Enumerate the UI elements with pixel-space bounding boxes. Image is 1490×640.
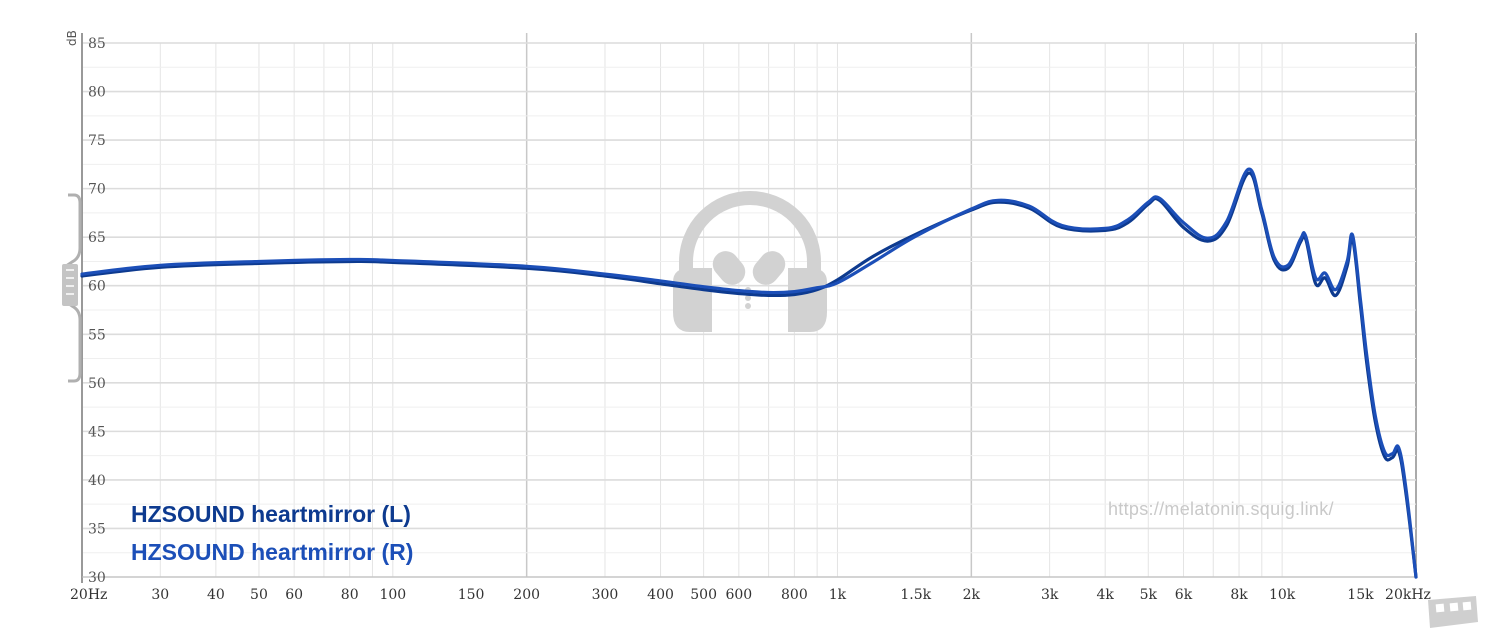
logo-dot [745,295,751,301]
x-tick-label: 2k [963,587,981,603]
y-tick-label: 50 [88,376,106,392]
badge-mark [1449,602,1459,612]
badge-mark [1462,601,1472,611]
logo-band [679,191,821,300]
y-tick-label: 55 [88,327,106,343]
y-tick-label: 45 [88,424,106,440]
y-unit-label: dB [65,30,79,46]
x-tick-label: 400 [647,587,674,603]
y-tick-label: 70 [88,182,106,198]
y-tick-label: 60 [88,279,106,295]
x-tick-label: 60 [285,587,303,603]
y-scale-drag-handle[interactable] [62,193,82,383]
y-tick-label: 65 [88,230,106,246]
logo-mic [712,251,746,285]
logo-dot [745,303,751,309]
headphones-logo-icon [673,191,827,332]
badge-shape [1428,596,1478,628]
x-tick-label: 30 [151,587,169,603]
x-tick-label: 3k [1041,587,1059,603]
x-tick-label: 15k [1347,587,1374,603]
y-tick-label: 30 [88,570,106,586]
x-tick-label: 200 [513,587,540,603]
watermark-url: https://melatonin.squig.link/ [1108,499,1334,519]
x-tick-label: 6k [1175,587,1193,603]
series-group [80,167,1418,579]
x-tick-label: 300 [592,587,619,603]
series-line-right[interactable] [80,167,1418,579]
y-tick-label: 40 [88,473,106,489]
x-tick-label: 800 [781,587,808,603]
x-tick-label: 1k [829,587,847,603]
x-tick-label: 4k [1096,587,1114,603]
x-tick-label: 500 [690,587,717,603]
scale-grip[interactable] [62,264,78,306]
x-tick-label: 600 [725,587,752,603]
x-tick-label: 10k [1269,587,1296,603]
x-tick-label: 100 [379,587,406,603]
logo-left-cup [673,268,712,332]
y-tick-label: 35 [88,521,106,537]
x-tick-label: 1.5k [900,587,931,603]
x-tick-label: 80 [341,587,359,603]
x-tick-label: 5k [1140,587,1158,603]
y-tick-label: 85 [88,36,106,52]
badge-mark [1435,603,1445,613]
y-tick-label: 80 [88,85,106,101]
y-axis: 85 80 75 70 65 60 55 50 45 40 35 30 dB [65,30,106,586]
logo-right-cup [788,268,827,332]
x-tick-label: 150 [458,587,485,603]
x-tick-label: 20Hz [70,587,107,603]
legend-entry[interactable]: HZSOUND heartmirror (R) [131,539,413,565]
x-tick-label: 20kHz [1385,587,1431,603]
legend-entry[interactable]: HZSOUND heartmirror (L) [131,501,411,527]
x-tick-label: 40 [207,587,225,603]
site-badge-icon [1428,596,1478,628]
x-tick-label: 8k [1230,587,1248,603]
chart-legend[interactable]: HZSOUND heartmirror (L) HZSOUND heartmirr… [131,501,413,565]
logo-mic [752,251,786,285]
x-axis: 20Hz 30 40 50 60 80 100 150 200 300 400 500 600 800 1k… [70,587,1431,603]
x-tick-label: 50 [250,587,268,603]
y-tick-label: 75 [88,133,106,149]
